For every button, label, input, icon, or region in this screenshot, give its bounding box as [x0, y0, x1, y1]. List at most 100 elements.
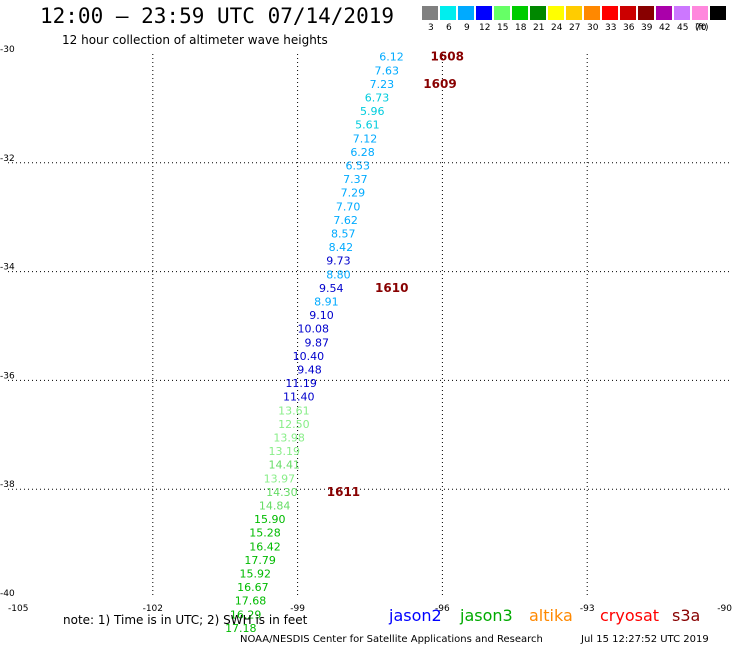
time-label: 1609	[423, 77, 456, 91]
color-swatch	[710, 6, 726, 20]
color-scale-label: 6	[446, 23, 452, 33]
color-swatch	[584, 6, 600, 20]
swh-value-label: 7.62	[333, 214, 358, 227]
color-scale-label: 70	[695, 23, 707, 33]
swh-value-label: 15.92	[240, 568, 272, 581]
swh-value-label: 9.10	[309, 309, 334, 322]
color-swatch	[440, 6, 456, 20]
x-tick-label: -105	[8, 604, 28, 614]
swh-value-label: 16.67	[237, 581, 269, 594]
time-label: 1608	[431, 50, 464, 64]
color-swatch	[422, 6, 438, 20]
swh-value-label: 11.40	[283, 391, 315, 404]
color-scale-label: 33	[605, 23, 617, 33]
swh-value-label: 8.91	[314, 296, 339, 309]
color-swatch	[656, 6, 672, 20]
page-subtitle: 12 hour collection of altimeter wave hei…	[62, 33, 328, 47]
time-label: 1610	[375, 281, 408, 295]
color-swatch	[638, 6, 654, 20]
y-tick-label: -40	[0, 589, 15, 599]
time-label: 1611	[327, 485, 360, 499]
color-scale-label: 30	[587, 23, 599, 33]
swh-value-label: 16.42	[249, 540, 281, 553]
x-tick-label: -102	[143, 604, 163, 614]
color-swatch	[548, 6, 564, 20]
color-swatch	[530, 6, 546, 20]
swh-value-label: 6.73	[365, 92, 390, 105]
swh-value-label: 9.73	[326, 255, 351, 268]
satellite-name-jason2: jason2	[389, 606, 442, 625]
swh-value-label: 17.68	[235, 595, 267, 608]
swh-value-label: 8.42	[329, 241, 354, 254]
color-swatch	[512, 6, 528, 20]
y-tick-label: -30	[0, 45, 15, 55]
color-swatch	[566, 6, 582, 20]
color-scale-label: 21	[533, 23, 545, 33]
color-swatch	[494, 6, 510, 20]
swh-value-label: 17.18	[225, 622, 257, 635]
y-tick-label: -38	[0, 480, 15, 490]
swh-value-label: 5.61	[355, 119, 380, 132]
swh-value-label: 15.28	[249, 527, 281, 540]
page-title: 12:00 – 23:59 UTC 07/14/2019	[40, 4, 395, 28]
swh-value-label: 5.96	[360, 105, 385, 118]
swh-value-label: 15.90	[254, 513, 286, 526]
swh-value-label: 7.70	[336, 200, 361, 213]
swh-value-label: 6.28	[350, 146, 375, 159]
color-swatch	[692, 6, 708, 20]
color-scale-label: 45	[677, 23, 689, 33]
x-tick-label: -93	[580, 604, 595, 614]
color-scale-label: 3	[428, 23, 434, 33]
satellite-name-jason3: jason3	[460, 606, 513, 625]
satellite-name-s3a: s3a	[672, 606, 701, 625]
x-tick-label: -90	[717, 604, 732, 614]
swh-value-label: 6.12	[379, 51, 404, 64]
swh-value-label: 12.50	[278, 418, 310, 431]
swh-value-label: 7.29	[341, 187, 366, 200]
swh-value-label: 7.37	[343, 173, 368, 186]
color-scale-unit: (ft)	[695, 23, 709, 33]
y-tick-label: -34	[0, 263, 15, 273]
swh-value-label: 7.12	[353, 132, 378, 145]
swh-value-label: 6.53	[346, 160, 371, 173]
swh-value-label: 9.48	[297, 364, 322, 377]
color-swatch	[602, 6, 618, 20]
swh-value-label: 17.79	[244, 554, 276, 567]
swh-value-label: 13.61	[278, 404, 310, 417]
swh-value-label: 14.84	[259, 500, 291, 513]
swh-value-label: 13.97	[264, 472, 296, 485]
y-tick-label: -32	[0, 154, 15, 164]
credit-line: NOAA/NESDIS Center for Satellite Applica…	[240, 634, 543, 645]
color-scale-label: 9	[464, 23, 470, 33]
satellite-name-altika: altika	[529, 606, 573, 625]
swh-value-label: 7.63	[374, 64, 399, 77]
satellite-name-cryosat: cryosat	[600, 606, 660, 625]
color-swatch	[620, 6, 636, 20]
color-scale-label: 39	[641, 23, 653, 33]
color-scale-label: 36	[623, 23, 635, 33]
swh-value-label: 16.29	[230, 608, 262, 621]
swh-value-label: 9.54	[319, 282, 344, 295]
color-swatch	[476, 6, 492, 20]
swh-value-label: 13.19	[269, 445, 301, 458]
color-scale-label: 42	[659, 23, 671, 33]
color-scale-label: 15	[497, 23, 509, 33]
footnote: note: 1) Time is in UTC; 2) SWH is in fe…	[63, 613, 308, 627]
swh-value-label: 14.41	[269, 459, 301, 472]
swh-value-label: 9.87	[304, 336, 329, 349]
swh-value-label: 10.08	[297, 323, 329, 336]
swh-value-label: 8.57	[331, 228, 356, 241]
swh-value-label: 7.23	[370, 78, 395, 91]
swh-value-label: 13.98	[273, 432, 305, 445]
x-tick-label: -96	[435, 604, 450, 614]
swh-value-label: 11.19	[285, 377, 317, 390]
swh-value-label: 14.30	[266, 486, 298, 499]
y-tick-label: -36	[0, 371, 15, 381]
color-scale-label: 27	[569, 23, 581, 33]
color-swatch	[674, 6, 690, 20]
swh-value-label: 10.40	[293, 350, 325, 363]
x-tick-label: -99	[290, 604, 305, 614]
swh-value-label: 8.80	[326, 268, 351, 281]
